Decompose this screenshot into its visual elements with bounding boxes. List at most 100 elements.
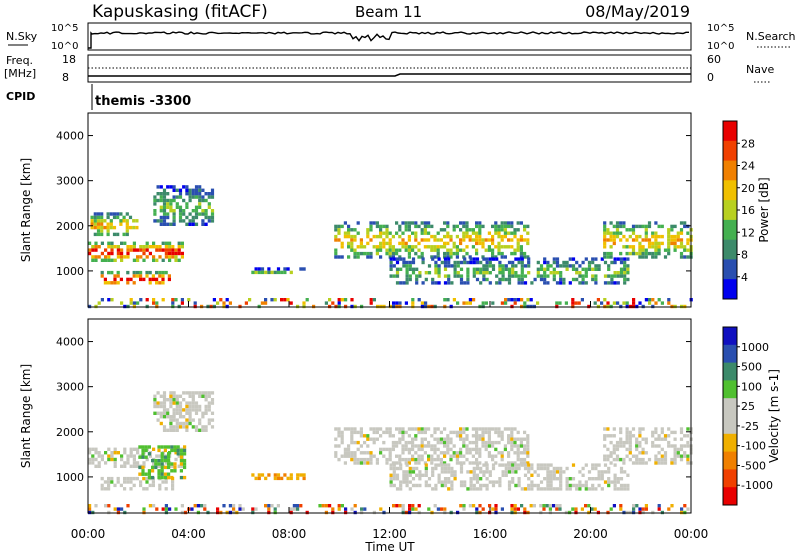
power-cell [395,248,399,252]
velocity-cell [167,475,171,480]
power-cell [347,224,351,229]
velocity-cell [440,466,444,471]
velocity-cell [622,457,626,462]
velocity-cell [148,483,152,488]
power-cell [466,277,470,282]
velocity-cell [513,444,517,448]
velocity-cell [366,437,370,441]
power-cell [404,224,408,229]
power-cell [578,264,582,268]
power-cell [267,270,271,275]
power-cell [109,225,113,230]
velocity-cell [391,440,395,445]
velocity-cell [129,476,133,481]
velocity-cell [513,451,517,455]
velocity-cell [465,437,469,441]
velocity-cell [443,477,448,481]
power-cell [581,267,585,271]
velocity-cell [321,504,325,508]
velocity-colorbar-swatch [723,416,737,435]
velocity-colorbar-swatch [723,433,737,453]
velocity-cell [443,466,448,471]
power-cell [363,251,367,256]
velocity-cell [172,408,176,412]
power-cell [679,238,684,242]
velocity-cell [382,454,386,458]
velocity-cell [455,457,459,462]
power-cell [431,281,435,285]
velocity-cell [603,457,607,462]
velocity-cell [472,473,476,477]
power-cell [536,274,540,278]
velocity-cell [559,483,563,488]
velocity-cell [94,504,98,508]
velocity-cell [497,434,501,438]
velocity-cell [392,477,396,481]
power-colorbar-swatch [723,239,737,260]
power-cell [603,260,608,265]
velocity-cell [420,440,424,445]
power-cell [452,298,456,302]
velocity-cell [404,440,408,445]
power-cell [607,264,611,268]
power-cell [513,251,517,256]
power-cell [142,258,146,262]
velocity-cell [343,447,347,452]
power-cell [647,251,652,256]
velocity-cell [615,440,620,445]
power-cell [107,245,111,249]
velocity-cell [452,444,456,448]
power-cell [420,238,424,242]
velocity-cell [198,428,202,432]
power-cell [511,264,515,268]
power-cell [126,255,130,259]
velocity-cell [447,477,451,481]
power-cell [667,231,671,235]
power-cell [148,251,152,256]
velocity-cell [610,480,614,484]
power-cell [363,245,367,249]
velocity-cell [113,507,117,511]
velocity-cell [161,507,165,511]
velocity-cell [136,464,140,468]
power-cell [93,215,97,220]
power-cell [575,260,579,265]
velocity-cell [631,461,636,465]
velocity-cell [276,504,280,508]
power-cell [139,270,143,275]
velocity-colorbar-tick-label: 25 [741,400,755,413]
power-cell [125,232,129,237]
velocity-cell [417,457,421,462]
power-cell [280,298,284,302]
power-cell [452,241,456,246]
power-cell [481,245,485,249]
power-cell [437,271,441,275]
velocity-cell [334,454,338,458]
power-cell [103,225,107,230]
velocity-cell [631,434,636,438]
power-cell [443,245,447,249]
power-cell [162,192,167,196]
velocity-cell [459,454,463,458]
power-cell [455,234,459,239]
power-cell [399,281,403,285]
velocity-cell [132,476,136,481]
velocity-cell [465,434,469,438]
velocity-cell [484,447,488,452]
power-cell [612,234,616,239]
velocity-cell [623,487,627,491]
velocity-cell [607,483,611,488]
velocity-cell [88,451,92,455]
velocity-cell [465,447,469,452]
power-cell [152,258,156,262]
velocity-cell [164,461,168,465]
power-cell [340,298,344,302]
power-cell [514,274,518,278]
velocity-cell [471,434,475,438]
power-cell [148,245,152,249]
velocity-cell [178,421,183,426]
velocity-cell [587,470,592,474]
power-cell [631,228,636,232]
power-cell [660,241,664,246]
velocity-cell [571,483,576,488]
